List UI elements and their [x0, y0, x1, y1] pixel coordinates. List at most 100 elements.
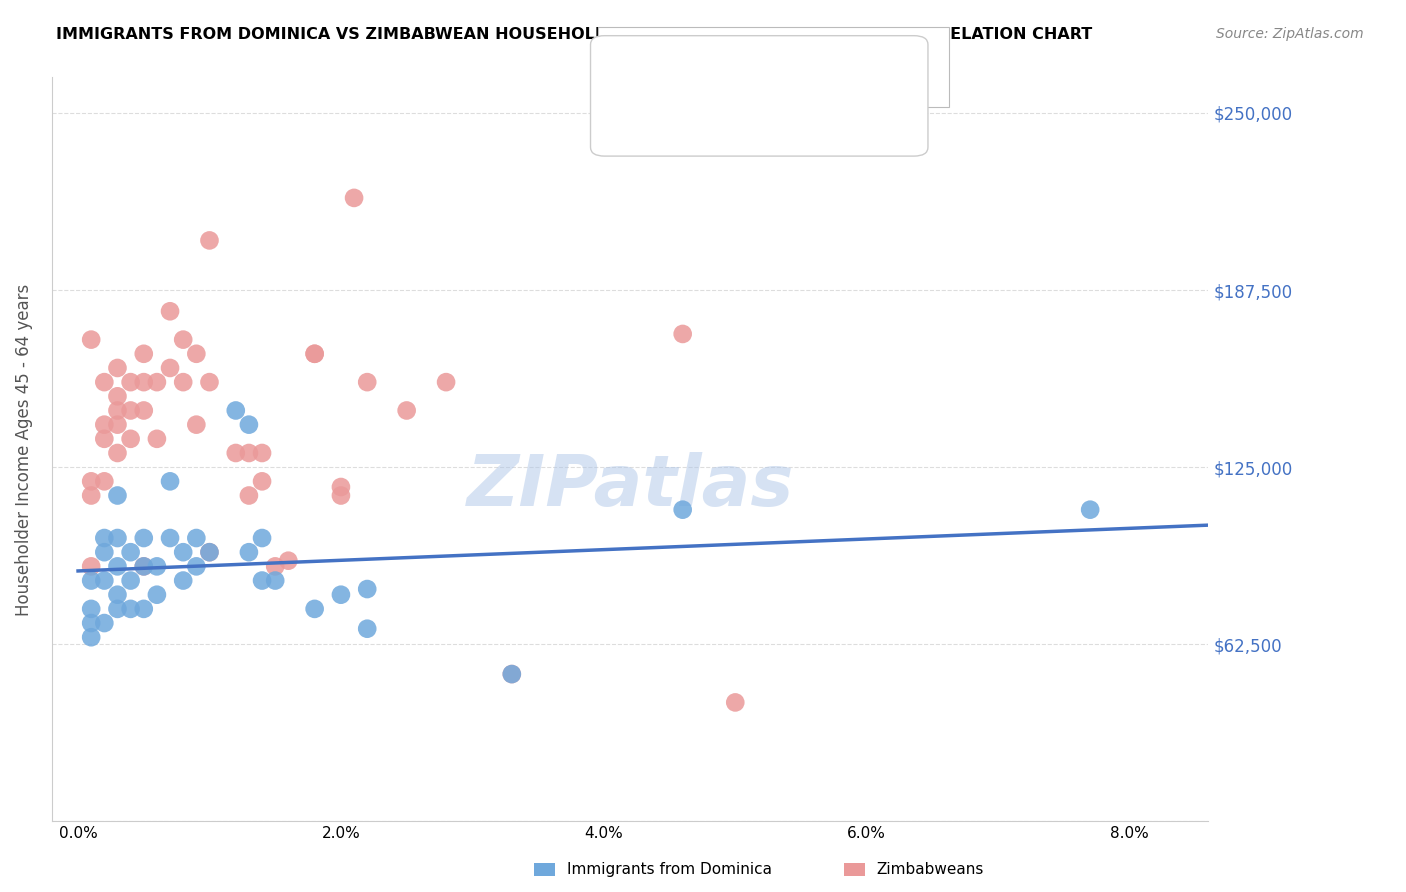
Point: [93, 615, 115, 630]
Point: [329, 588, 352, 602]
Point: [146, 559, 169, 574]
Point: [80, 333, 103, 347]
Point: [107, 446, 129, 460]
Point: [250, 475, 273, 489]
Point: [277, 554, 299, 568]
Point: [80, 489, 103, 503]
Text: Source: ZipAtlas.com: Source: ZipAtlas.com: [1216, 27, 1364, 41]
Point: [356, 375, 378, 389]
Text: 49: 49: [770, 80, 794, 98]
Point: [198, 545, 221, 559]
Point: [264, 574, 287, 588]
Point: [159, 361, 181, 376]
Point: [120, 602, 142, 616]
Point: [132, 403, 155, 417]
Point: [80, 630, 103, 644]
Point: [107, 417, 129, 432]
Text: 0.237: 0.237: [676, 80, 724, 98]
Point: [329, 480, 352, 494]
Point: [146, 432, 169, 446]
Point: [343, 191, 366, 205]
Point: [264, 559, 287, 574]
Point: [724, 695, 747, 709]
Point: [186, 531, 208, 545]
Point: [107, 559, 129, 574]
Point: [80, 559, 103, 574]
Text: 41: 41: [770, 40, 793, 58]
Point: [434, 375, 457, 389]
Point: [501, 667, 523, 681]
Point: [329, 489, 352, 503]
Point: [120, 432, 142, 446]
Text: Zimbabweans: Zimbabweans: [876, 863, 983, 877]
Point: [304, 347, 326, 361]
Point: [250, 574, 273, 588]
Text: N =: N =: [728, 40, 776, 58]
Point: [107, 389, 129, 403]
Point: [132, 602, 155, 616]
Point: [120, 403, 142, 417]
Text: R =: R =: [648, 80, 685, 98]
Point: [80, 475, 103, 489]
Point: [304, 347, 326, 361]
Text: IMMIGRANTS FROM DOMINICA VS ZIMBABWEAN HOUSEHOLDER INCOME AGES 45 - 64 YEARS COR: IMMIGRANTS FROM DOMINICA VS ZIMBABWEAN H…: [56, 27, 1092, 42]
Point: [107, 489, 129, 503]
Point: [198, 545, 221, 559]
Point: [238, 446, 260, 460]
Point: [395, 403, 418, 417]
Point: [186, 417, 208, 432]
Point: [93, 545, 115, 559]
Text: Immigrants from Dominica: Immigrants from Dominica: [567, 863, 772, 877]
Point: [132, 559, 155, 574]
Point: [1078, 502, 1101, 516]
Point: [132, 375, 155, 389]
Point: [186, 559, 208, 574]
Point: [356, 622, 378, 636]
Point: [93, 375, 115, 389]
Point: [107, 403, 129, 417]
Point: [120, 375, 142, 389]
Text: 0.160: 0.160: [676, 40, 724, 58]
Point: [93, 574, 115, 588]
Point: [120, 574, 142, 588]
Point: [80, 615, 103, 630]
Point: [132, 531, 155, 545]
Point: [107, 361, 129, 376]
Point: [250, 446, 273, 460]
Point: [146, 375, 169, 389]
Point: [159, 531, 181, 545]
Point: [238, 545, 260, 559]
Point: [238, 417, 260, 432]
Point: [225, 403, 247, 417]
Text: R =: R =: [648, 40, 685, 58]
Point: [107, 588, 129, 602]
Point: [159, 304, 181, 318]
Point: [672, 502, 695, 516]
Text: N =: N =: [728, 80, 776, 98]
Point: [304, 602, 326, 616]
Point: [356, 582, 378, 596]
Point: [172, 333, 194, 347]
Point: [132, 559, 155, 574]
Point: [238, 489, 260, 503]
Point: [198, 234, 221, 248]
Text: ZIPatlas: ZIPatlas: [467, 452, 794, 521]
Point: [501, 667, 523, 681]
Point: [80, 602, 103, 616]
Point: [672, 326, 695, 341]
Point: [107, 602, 129, 616]
Point: [80, 574, 103, 588]
Point: [159, 475, 181, 489]
Y-axis label: Householder Income Ages 45 - 64 years: Householder Income Ages 45 - 64 years: [15, 284, 32, 615]
Point: [225, 446, 247, 460]
Point: [132, 347, 155, 361]
Point: [120, 545, 142, 559]
Point: [93, 475, 115, 489]
Point: [172, 375, 194, 389]
Point: [172, 545, 194, 559]
Point: [172, 574, 194, 588]
Point: [146, 588, 169, 602]
Point: [93, 531, 115, 545]
Point: [186, 347, 208, 361]
Point: [93, 417, 115, 432]
